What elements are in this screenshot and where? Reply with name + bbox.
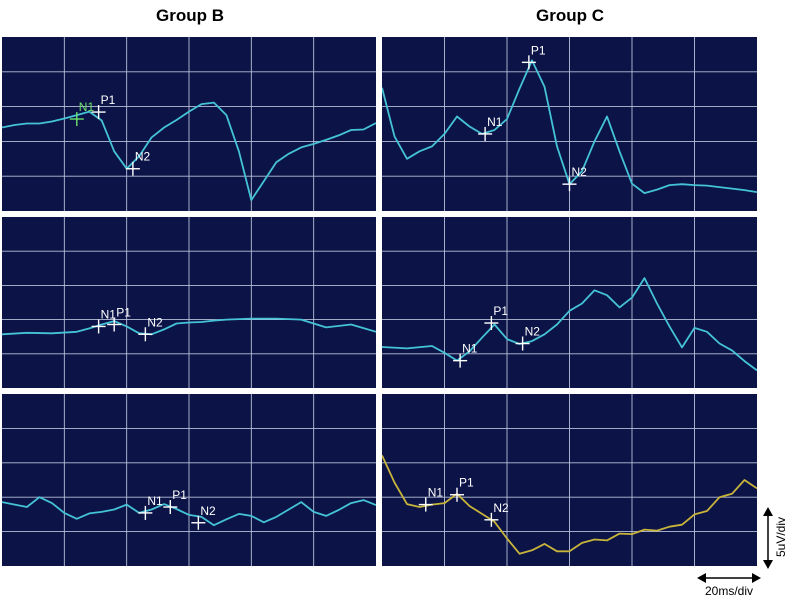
marker-n2: N2 — [562, 165, 588, 192]
panel-grid — [382, 394, 757, 566]
marker-p1-label: P1 — [459, 476, 474, 490]
waveform-trace — [2, 101, 376, 202]
marker-n1-label: N1 — [487, 115, 503, 129]
panel-group-b-row-2: N1 P1 N2 — [2, 217, 376, 388]
marker-n2-label: N2 — [493, 501, 509, 515]
marker-n1: N1 — [453, 342, 478, 368]
horizontal-scale-label: 20ms/div — [705, 584, 753, 598]
marker-n2-label: N2 — [572, 165, 588, 179]
marker-n2: N2 — [138, 315, 163, 342]
marker-p1: P1 — [107, 305, 131, 332]
marker-p1: P1 — [521, 43, 546, 70]
marker-p1-label: P1 — [172, 488, 187, 502]
panel-group-b-row-3: N1 P1 N2 — [2, 394, 376, 566]
waveform-trace — [382, 277, 757, 372]
waveform-trace — [2, 496, 376, 527]
marker-p1: P1 — [450, 476, 474, 502]
marker-p1-label: P1 — [493, 304, 508, 318]
marker-n2: N2 — [484, 501, 509, 527]
marker-n2-label: N2 — [200, 504, 216, 518]
panel-grid — [382, 37, 757, 211]
vertical-scale-bar — [763, 507, 773, 569]
marker-n2: N2 — [191, 504, 216, 530]
marker-p1-label: P1 — [531, 43, 546, 57]
marker-n1-label: N1 — [462, 342, 478, 356]
marker-n2-label: N2 — [135, 150, 151, 164]
marker-n2-label: N2 — [525, 325, 541, 339]
vertical-scale-label: 5uV/div — [774, 517, 788, 557]
panel-group-c-row-1: N1 P1 N2 — [382, 37, 757, 211]
marker-n2: N2 — [515, 325, 541, 351]
horizontal-scale-bar — [697, 573, 761, 583]
marker-n1-label: N1 — [79, 100, 95, 114]
marker-p1: P1 — [484, 304, 508, 331]
marker-n1: N1 — [69, 100, 95, 127]
marker-p1-label: P1 — [116, 305, 131, 319]
marker-n1-label: N1 — [101, 307, 117, 321]
marker-n1: N1 — [478, 115, 503, 141]
marker-n1-label: N1 — [147, 494, 163, 508]
marker-n1: N1 — [418, 486, 444, 512]
waveform-trace — [2, 317, 376, 336]
waveform-trace — [382, 455, 757, 555]
panel-grid — [2, 394, 376, 566]
marker-n1: N1 — [138, 494, 163, 520]
panel-grid — [2, 37, 376, 211]
panel-group-b-row-1: N1 P1 N2 — [2, 37, 376, 211]
marker-n2: N2 — [125, 150, 151, 176]
group-c-title: Group C — [536, 6, 604, 25]
marker-n1-label: N1 — [428, 486, 444, 500]
marker-p1-label: P1 — [101, 93, 116, 107]
group-b-title: Group B — [156, 6, 224, 25]
panel-group-c-row-3: N1 P1 N2 — [382, 394, 757, 566]
panel-grid — [2, 217, 376, 388]
marker-p1: P1 — [163, 488, 187, 515]
panel-group-c-row-2: N1 P1 N2 — [382, 217, 757, 388]
marker-p1: P1 — [91, 93, 116, 120]
marker-n2-label: N2 — [147, 315, 163, 329]
marker-n1: N1 — [91, 307, 117, 334]
